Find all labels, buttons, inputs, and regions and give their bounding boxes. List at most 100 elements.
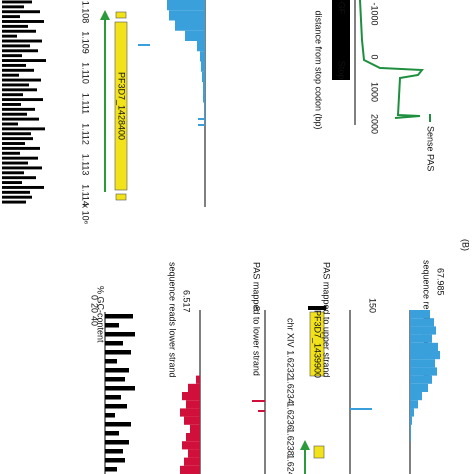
gc-bar bbox=[2, 54, 22, 58]
gc-bar bbox=[2, 5, 24, 9]
read-bar bbox=[410, 326, 436, 335]
gc-bar bbox=[2, 78, 41, 82]
track-max: 8 bbox=[252, 306, 262, 311]
track-max: 150 bbox=[368, 298, 378, 313]
gc-bar bbox=[105, 440, 129, 445]
gc-bar bbox=[2, 63, 26, 67]
read-bar bbox=[410, 351, 440, 360]
read-bar bbox=[410, 359, 435, 368]
read-bar bbox=[410, 375, 432, 384]
read-bar bbox=[410, 424, 411, 433]
gc-bar bbox=[2, 132, 31, 136]
read-bar bbox=[410, 310, 430, 319]
gc-bar bbox=[105, 386, 135, 391]
gc-bar bbox=[2, 166, 42, 170]
read-bar bbox=[184, 416, 200, 425]
position-tick: 1.6234 bbox=[286, 376, 296, 404]
arrow-head bbox=[100, 10, 110, 20]
position-tick: 1.108 bbox=[81, 1, 91, 24]
pas-spike bbox=[350, 408, 372, 410]
gc-bar bbox=[2, 93, 23, 97]
read-bar bbox=[182, 441, 200, 450]
gc-bar bbox=[2, 161, 28, 165]
gc-bar bbox=[2, 195, 32, 199]
read-bar bbox=[197, 41, 205, 52]
read-bar bbox=[188, 383, 200, 392]
gc-bar bbox=[105, 467, 117, 472]
read-bar bbox=[204, 102, 205, 113]
read-bar bbox=[184, 457, 200, 466]
position-tick: 1.112 bbox=[81, 123, 91, 145]
gc-bar bbox=[105, 359, 117, 364]
read-bar bbox=[410, 416, 412, 425]
gc-bar bbox=[105, 422, 131, 427]
gc-title: % GC-content bbox=[96, 286, 106, 343]
read-bar bbox=[202, 71, 205, 82]
read-bar bbox=[200, 51, 205, 62]
position-tick: 1.111 bbox=[81, 93, 91, 114]
gc-bar bbox=[2, 83, 29, 87]
gc-bar bbox=[2, 200, 26, 204]
read-bar bbox=[182, 392, 200, 401]
gc-bar bbox=[2, 10, 40, 14]
gc-bar bbox=[105, 431, 119, 436]
read-bar bbox=[410, 433, 411, 442]
gene-label: PF3D7_1439900 bbox=[313, 310, 323, 378]
inset-tick: 0 bbox=[370, 54, 380, 59]
gene-label: PF3D7_1428400 bbox=[117, 72, 127, 140]
scale-label: x 10⁶ bbox=[81, 204, 91, 225]
read-bar bbox=[204, 112, 205, 123]
gc-bar bbox=[2, 176, 36, 180]
gc-bar bbox=[2, 44, 30, 48]
gc-bar bbox=[105, 368, 129, 373]
gc-bar bbox=[105, 413, 115, 418]
track-title: PAS mapped to upper strand bbox=[322, 262, 332, 377]
gc-bar bbox=[105, 458, 125, 463]
read-bar bbox=[410, 367, 437, 376]
inset-tick: -1000 bbox=[370, 2, 380, 25]
gc-bar bbox=[2, 151, 20, 155]
read-bar bbox=[410, 318, 434, 327]
pas-spike bbox=[252, 400, 265, 402]
orf-box bbox=[332, 0, 350, 80]
gc-bar bbox=[2, 20, 44, 23]
gc-bar bbox=[2, 137, 33, 141]
gc-bar bbox=[105, 323, 119, 328]
read-bar bbox=[203, 92, 205, 103]
gc-bar bbox=[2, 190, 30, 194]
read-spike bbox=[198, 118, 205, 120]
read-bar bbox=[186, 433, 200, 442]
gc-bar bbox=[105, 314, 133, 319]
arrow-head bbox=[300, 440, 310, 450]
gc-bar bbox=[2, 142, 25, 145]
read-bar bbox=[167, 0, 205, 11]
inset-tick: 2000 bbox=[370, 114, 380, 134]
gc-bar bbox=[2, 88, 37, 92]
gc-bar bbox=[2, 68, 34, 72]
read-bar bbox=[410, 342, 438, 351]
gc-bar bbox=[2, 29, 36, 33]
read-bar bbox=[410, 400, 418, 409]
gc-bar bbox=[2, 103, 21, 106]
position-tick: 1.6232 bbox=[286, 350, 296, 378]
gc-bar bbox=[2, 171, 24, 175]
gene-cap bbox=[308, 306, 326, 310]
read-spike bbox=[138, 44, 150, 46]
gc-bar bbox=[2, 15, 20, 19]
track-title: sequence reads lower strand bbox=[168, 262, 178, 378]
gc-bar bbox=[2, 39, 42, 43]
track-title: PAS mapped to lower strand bbox=[252, 262, 262, 376]
gc-bar bbox=[105, 377, 125, 382]
gc-bar bbox=[2, 107, 35, 111]
gc-tick: 20 bbox=[90, 303, 100, 313]
read-bar bbox=[201, 61, 205, 72]
gc-bar bbox=[2, 73, 19, 77]
read-bar bbox=[410, 383, 428, 392]
orf-label: GF bbox=[337, 2, 347, 15]
gene-box bbox=[313, 445, 325, 459]
inset-tick: 1000 bbox=[370, 82, 380, 102]
position-tick: 1.6238 bbox=[286, 428, 296, 456]
exon bbox=[115, 193, 127, 201]
pas-profile bbox=[359, 0, 425, 119]
